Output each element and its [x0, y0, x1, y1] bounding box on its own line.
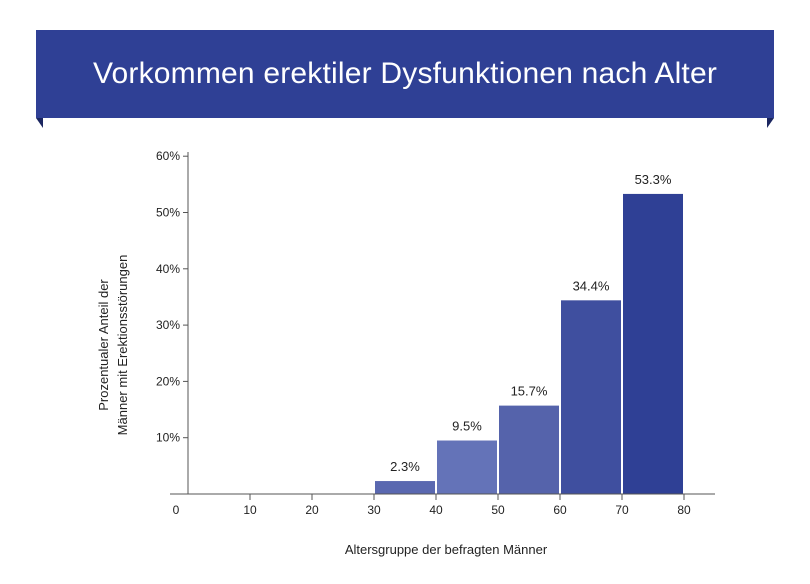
y-tick-label: 10%	[156, 431, 180, 445]
x-axis-ticks: 0 10 20 30 40 50 60 70 80	[173, 494, 691, 517]
banner-fold-left	[36, 118, 43, 128]
y-axis-title: Prozentualer Anteil der Männer mit Erekti…	[96, 255, 130, 436]
bar	[375, 481, 435, 494]
title-banner-body: Vorkommen erektiler Dysfunktionen nach A…	[36, 30, 774, 118]
bar	[561, 300, 621, 494]
x-tick-label: 10	[243, 503, 257, 517]
x-tick-label: 40	[429, 503, 443, 517]
bar	[499, 405, 559, 494]
x-tick-label: 70	[615, 503, 629, 517]
x-tick-label: 30	[367, 503, 381, 517]
x-tick-label: 80	[677, 503, 691, 517]
x-tick-label: 60	[553, 503, 567, 517]
y-tick-label: 40%	[156, 262, 180, 276]
bar-value-label: 9.5%	[452, 419, 482, 434]
bar	[623, 193, 683, 494]
y-tick-label: 20%	[156, 374, 180, 388]
bar-value-label: 15.7%	[511, 384, 548, 399]
chart-title: Vorkommen erektiler Dysfunktionen nach A…	[92, 57, 718, 90]
x-tick-label: 20	[305, 503, 319, 517]
bar-value-label: 2.3%	[390, 459, 420, 474]
title-banner: Vorkommen erektiler Dysfunktionen nach A…	[0, 0, 810, 140]
bar-value-labels: 2.3% 9.5% 15.7% 34.4% 53.3%	[390, 172, 672, 474]
y-axis-title-line: Prozentualer Anteil der	[96, 279, 111, 411]
y-tick-label: 50%	[156, 206, 180, 220]
y-tick-label: 30%	[156, 318, 180, 332]
bar-value-label: 34.4%	[573, 278, 610, 293]
y-tick-label: 60%	[156, 149, 180, 163]
bar	[437, 440, 497, 494]
x-tick-label: 50	[491, 503, 505, 517]
x-tick-label: 0	[173, 503, 180, 517]
y-axis-title-line: Männer mit Erektionsstörungen	[115, 255, 130, 436]
y-axis-ticks: 10% 20% 30% 40% 50% 60%	[156, 149, 188, 445]
x-axis-title: Altersgruppe der befragten Männer	[345, 542, 548, 557]
bar-value-label: 53.3%	[635, 172, 672, 187]
banner-fold-right	[767, 118, 774, 128]
bars	[375, 193, 683, 494]
